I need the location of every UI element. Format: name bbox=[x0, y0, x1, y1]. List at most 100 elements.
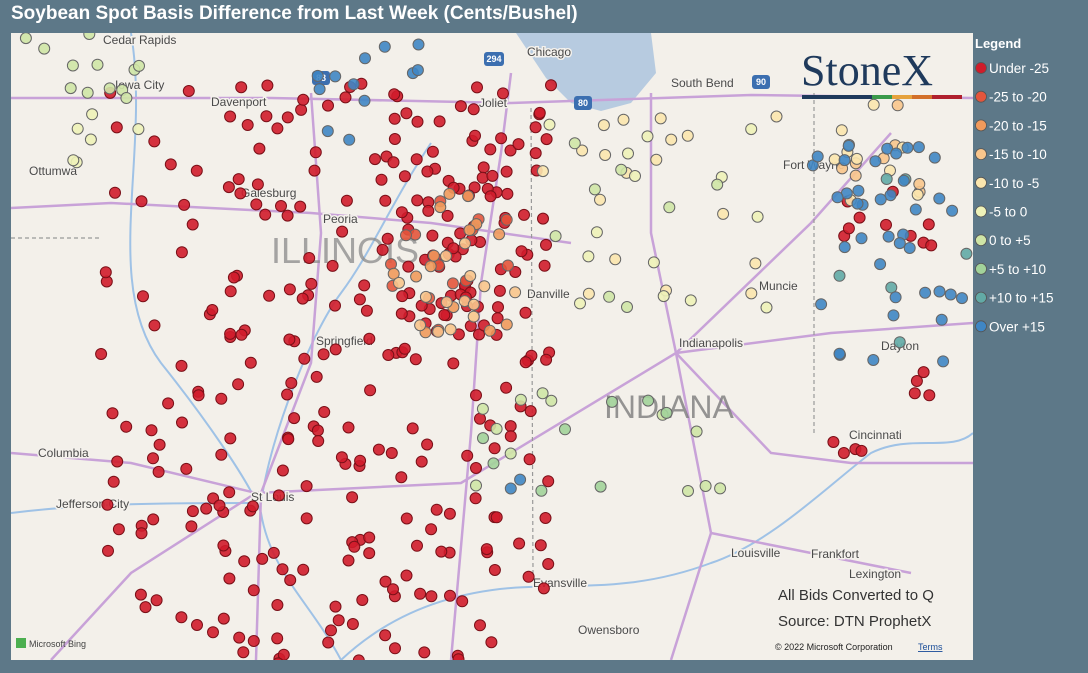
bid-point bbox=[67, 154, 80, 167]
bid-point bbox=[568, 137, 581, 150]
bid-point bbox=[853, 211, 866, 224]
bid-point bbox=[343, 133, 356, 146]
terms-link[interactable]: Terms bbox=[918, 642, 943, 652]
note: All Bids Converted to Q bbox=[778, 587, 934, 604]
place-label: Columbia bbox=[38, 446, 89, 460]
bid-point bbox=[241, 119, 254, 131]
bid-point bbox=[438, 309, 451, 321]
bid-point bbox=[838, 241, 851, 254]
bid-point bbox=[176, 416, 188, 429]
bid-point bbox=[444, 589, 456, 602]
lake-michigan bbox=[516, 33, 656, 111]
bid-point bbox=[426, 145, 439, 158]
bid-point bbox=[346, 491, 359, 504]
bid-point bbox=[642, 394, 655, 407]
bid-points bbox=[19, 33, 973, 660]
bid-point bbox=[518, 208, 530, 221]
bid-point bbox=[470, 479, 482, 492]
legend-swatch bbox=[975, 90, 987, 103]
bid-point bbox=[699, 480, 712, 492]
bid-point bbox=[714, 482, 727, 495]
bid-point bbox=[654, 112, 667, 125]
bid-point bbox=[545, 394, 558, 407]
bid-point bbox=[443, 187, 456, 200]
bid-point bbox=[375, 173, 388, 186]
bid-point bbox=[232, 173, 245, 186]
bid-point bbox=[597, 119, 610, 132]
shield bbox=[574, 96, 592, 110]
bid-point bbox=[838, 154, 851, 167]
bid-point bbox=[153, 438, 166, 451]
bid-point bbox=[855, 444, 868, 457]
bid-point bbox=[335, 451, 348, 464]
bid-point bbox=[253, 142, 266, 155]
attribution-copyright: © 2022 Microsoft Corporation bbox=[775, 642, 893, 652]
bid-point bbox=[515, 245, 528, 258]
bid-point bbox=[222, 181, 235, 194]
bid-point bbox=[19, 33, 32, 45]
bid-point bbox=[493, 284, 506, 297]
bid-point bbox=[387, 267, 400, 280]
bid-point bbox=[109, 186, 121, 199]
bid-point bbox=[909, 203, 922, 216]
bid-point bbox=[285, 377, 298, 389]
bid-point bbox=[259, 208, 272, 221]
bid-point bbox=[111, 455, 124, 468]
bid-point bbox=[276, 563, 289, 576]
bid-point bbox=[474, 619, 486, 632]
bid-point bbox=[539, 512, 552, 524]
bid-point bbox=[186, 505, 199, 518]
bid-point bbox=[711, 178, 724, 191]
bid-point bbox=[615, 163, 628, 176]
bid-point bbox=[411, 194, 424, 207]
bid-point bbox=[237, 646, 250, 659]
bid-point bbox=[363, 547, 376, 560]
bid-point bbox=[234, 187, 247, 200]
bid-point bbox=[956, 292, 968, 305]
bid-point bbox=[514, 473, 527, 486]
bid-point bbox=[509, 286, 522, 299]
place-label: Ottumwa bbox=[29, 164, 77, 178]
bid-point bbox=[650, 153, 663, 166]
place-label: Louisville bbox=[731, 546, 781, 560]
bid-point bbox=[469, 129, 481, 142]
bid-point bbox=[422, 204, 435, 217]
bid-point bbox=[452, 653, 465, 660]
bid-point bbox=[842, 222, 855, 235]
legend-label: -5 to 0 bbox=[989, 205, 1027, 220]
bid-point bbox=[891, 99, 904, 112]
shield-label: 80 bbox=[578, 98, 588, 108]
bid-point bbox=[512, 138, 525, 151]
bid-point bbox=[359, 52, 371, 65]
bid-point bbox=[538, 259, 551, 272]
bid-point bbox=[463, 224, 476, 237]
bid-point bbox=[271, 632, 284, 645]
bid-point bbox=[869, 155, 882, 168]
bid-point bbox=[347, 78, 360, 91]
bid-point bbox=[283, 283, 296, 296]
legend-label: -10 to -5 bbox=[989, 176, 1039, 191]
bid-point bbox=[276, 464, 289, 477]
bid-point bbox=[256, 552, 269, 565]
bid-point bbox=[603, 290, 616, 303]
bid-point bbox=[175, 359, 188, 372]
bid-point bbox=[162, 397, 175, 410]
bid-point bbox=[529, 147, 542, 160]
bid-point bbox=[594, 480, 607, 493]
bid-point bbox=[148, 319, 161, 332]
bid-point bbox=[247, 584, 260, 597]
bid-point bbox=[400, 512, 413, 525]
attribution-provider: Microsoft Bing bbox=[29, 639, 86, 649]
bid-point bbox=[224, 432, 237, 445]
bid-point bbox=[358, 94, 371, 107]
bid-point bbox=[223, 486, 236, 499]
bid-point bbox=[275, 200, 287, 212]
bid-point bbox=[385, 447, 398, 459]
bid-point bbox=[402, 260, 415, 273]
title: Soybean Spot Basis Difference from Last … bbox=[11, 3, 578, 24]
place-label: Lexington bbox=[849, 567, 901, 581]
bid-point bbox=[235, 328, 248, 341]
bid-point bbox=[207, 626, 219, 639]
bid-point bbox=[310, 370, 323, 383]
bid-point bbox=[476, 402, 489, 415]
